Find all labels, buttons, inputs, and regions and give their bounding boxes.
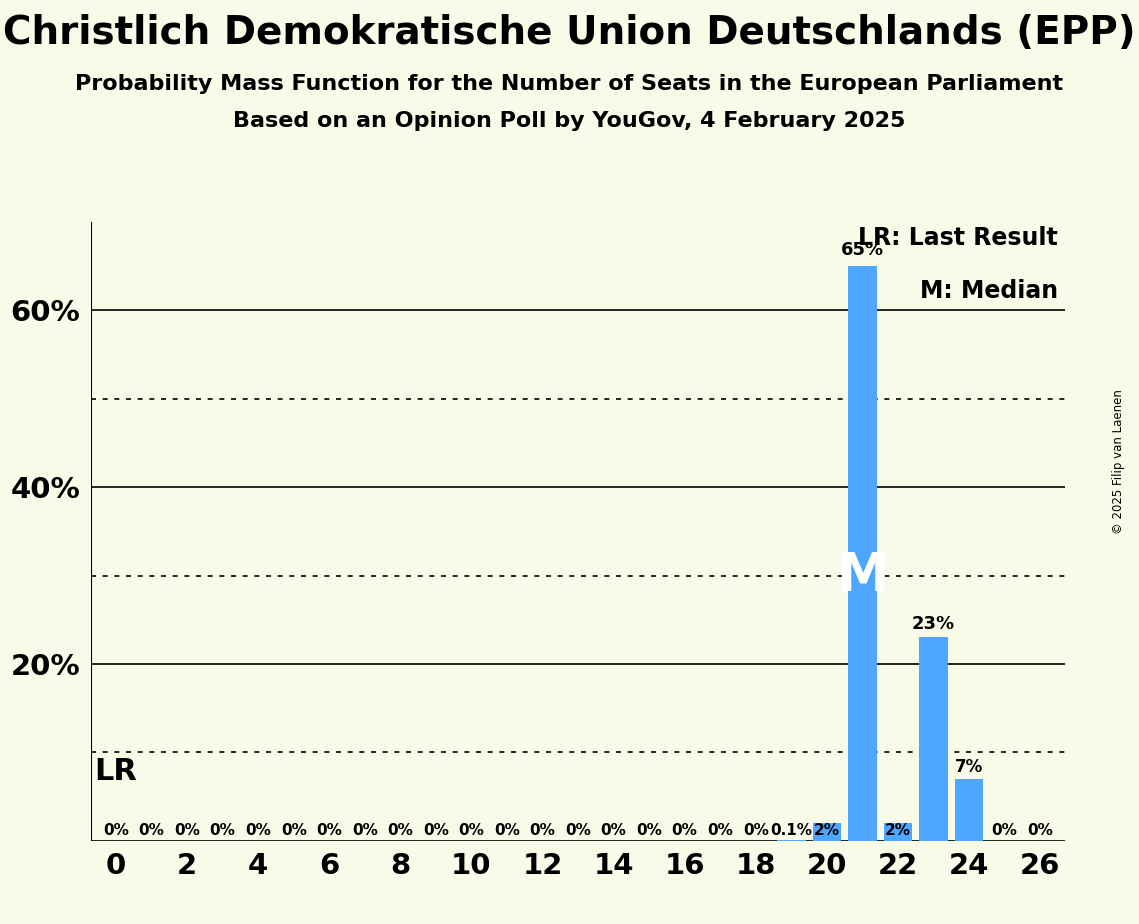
Text: 65%: 65%	[841, 241, 884, 259]
Text: 0%: 0%	[103, 823, 129, 838]
Text: Probability Mass Function for the Number of Seats in the European Parliament: Probability Mass Function for the Number…	[75, 74, 1064, 94]
Text: 0%: 0%	[352, 823, 378, 838]
Text: Based on an Opinion Poll by YouGov, 4 February 2025: Based on an Opinion Poll by YouGov, 4 Fe…	[233, 111, 906, 131]
Text: 0%: 0%	[387, 823, 413, 838]
Bar	[954, 779, 983, 841]
Text: 0%: 0%	[672, 823, 697, 838]
Text: 0%: 0%	[459, 823, 484, 838]
Text: 0%: 0%	[565, 823, 591, 838]
Text: 0%: 0%	[600, 823, 626, 838]
Text: 2%: 2%	[885, 823, 911, 838]
Text: 0%: 0%	[139, 823, 164, 838]
Text: 0%: 0%	[1027, 823, 1054, 838]
Text: 0%: 0%	[707, 823, 734, 838]
Text: M: M	[836, 550, 888, 602]
Text: 23%: 23%	[912, 615, 954, 633]
Bar	[919, 638, 948, 841]
Text: LR: Last Result: LR: Last Result	[858, 226, 1058, 250]
Text: 0%: 0%	[245, 823, 271, 838]
Bar	[812, 823, 841, 841]
Text: 0%: 0%	[494, 823, 519, 838]
Text: 0%: 0%	[992, 823, 1017, 838]
Text: 0%: 0%	[317, 823, 342, 838]
Text: M: Median: M: Median	[919, 279, 1058, 303]
Text: 7%: 7%	[954, 759, 983, 776]
Text: Christlich Demokratische Union Deutschlands (EPP): Christlich Demokratische Union Deutschla…	[3, 14, 1136, 52]
Text: 0%: 0%	[210, 823, 236, 838]
Bar	[849, 266, 877, 841]
Text: 2%: 2%	[814, 823, 839, 838]
Text: 0%: 0%	[530, 823, 556, 838]
Text: © 2025 Filip van Laenen: © 2025 Filip van Laenen	[1112, 390, 1125, 534]
Bar	[884, 823, 912, 841]
Text: 0%: 0%	[281, 823, 306, 838]
Text: 0%: 0%	[743, 823, 769, 838]
Text: 0%: 0%	[637, 823, 662, 838]
Text: LR: LR	[95, 757, 138, 785]
Text: 0%: 0%	[423, 823, 449, 838]
Text: 0%: 0%	[174, 823, 200, 838]
Text: 0.1%: 0.1%	[770, 823, 812, 838]
